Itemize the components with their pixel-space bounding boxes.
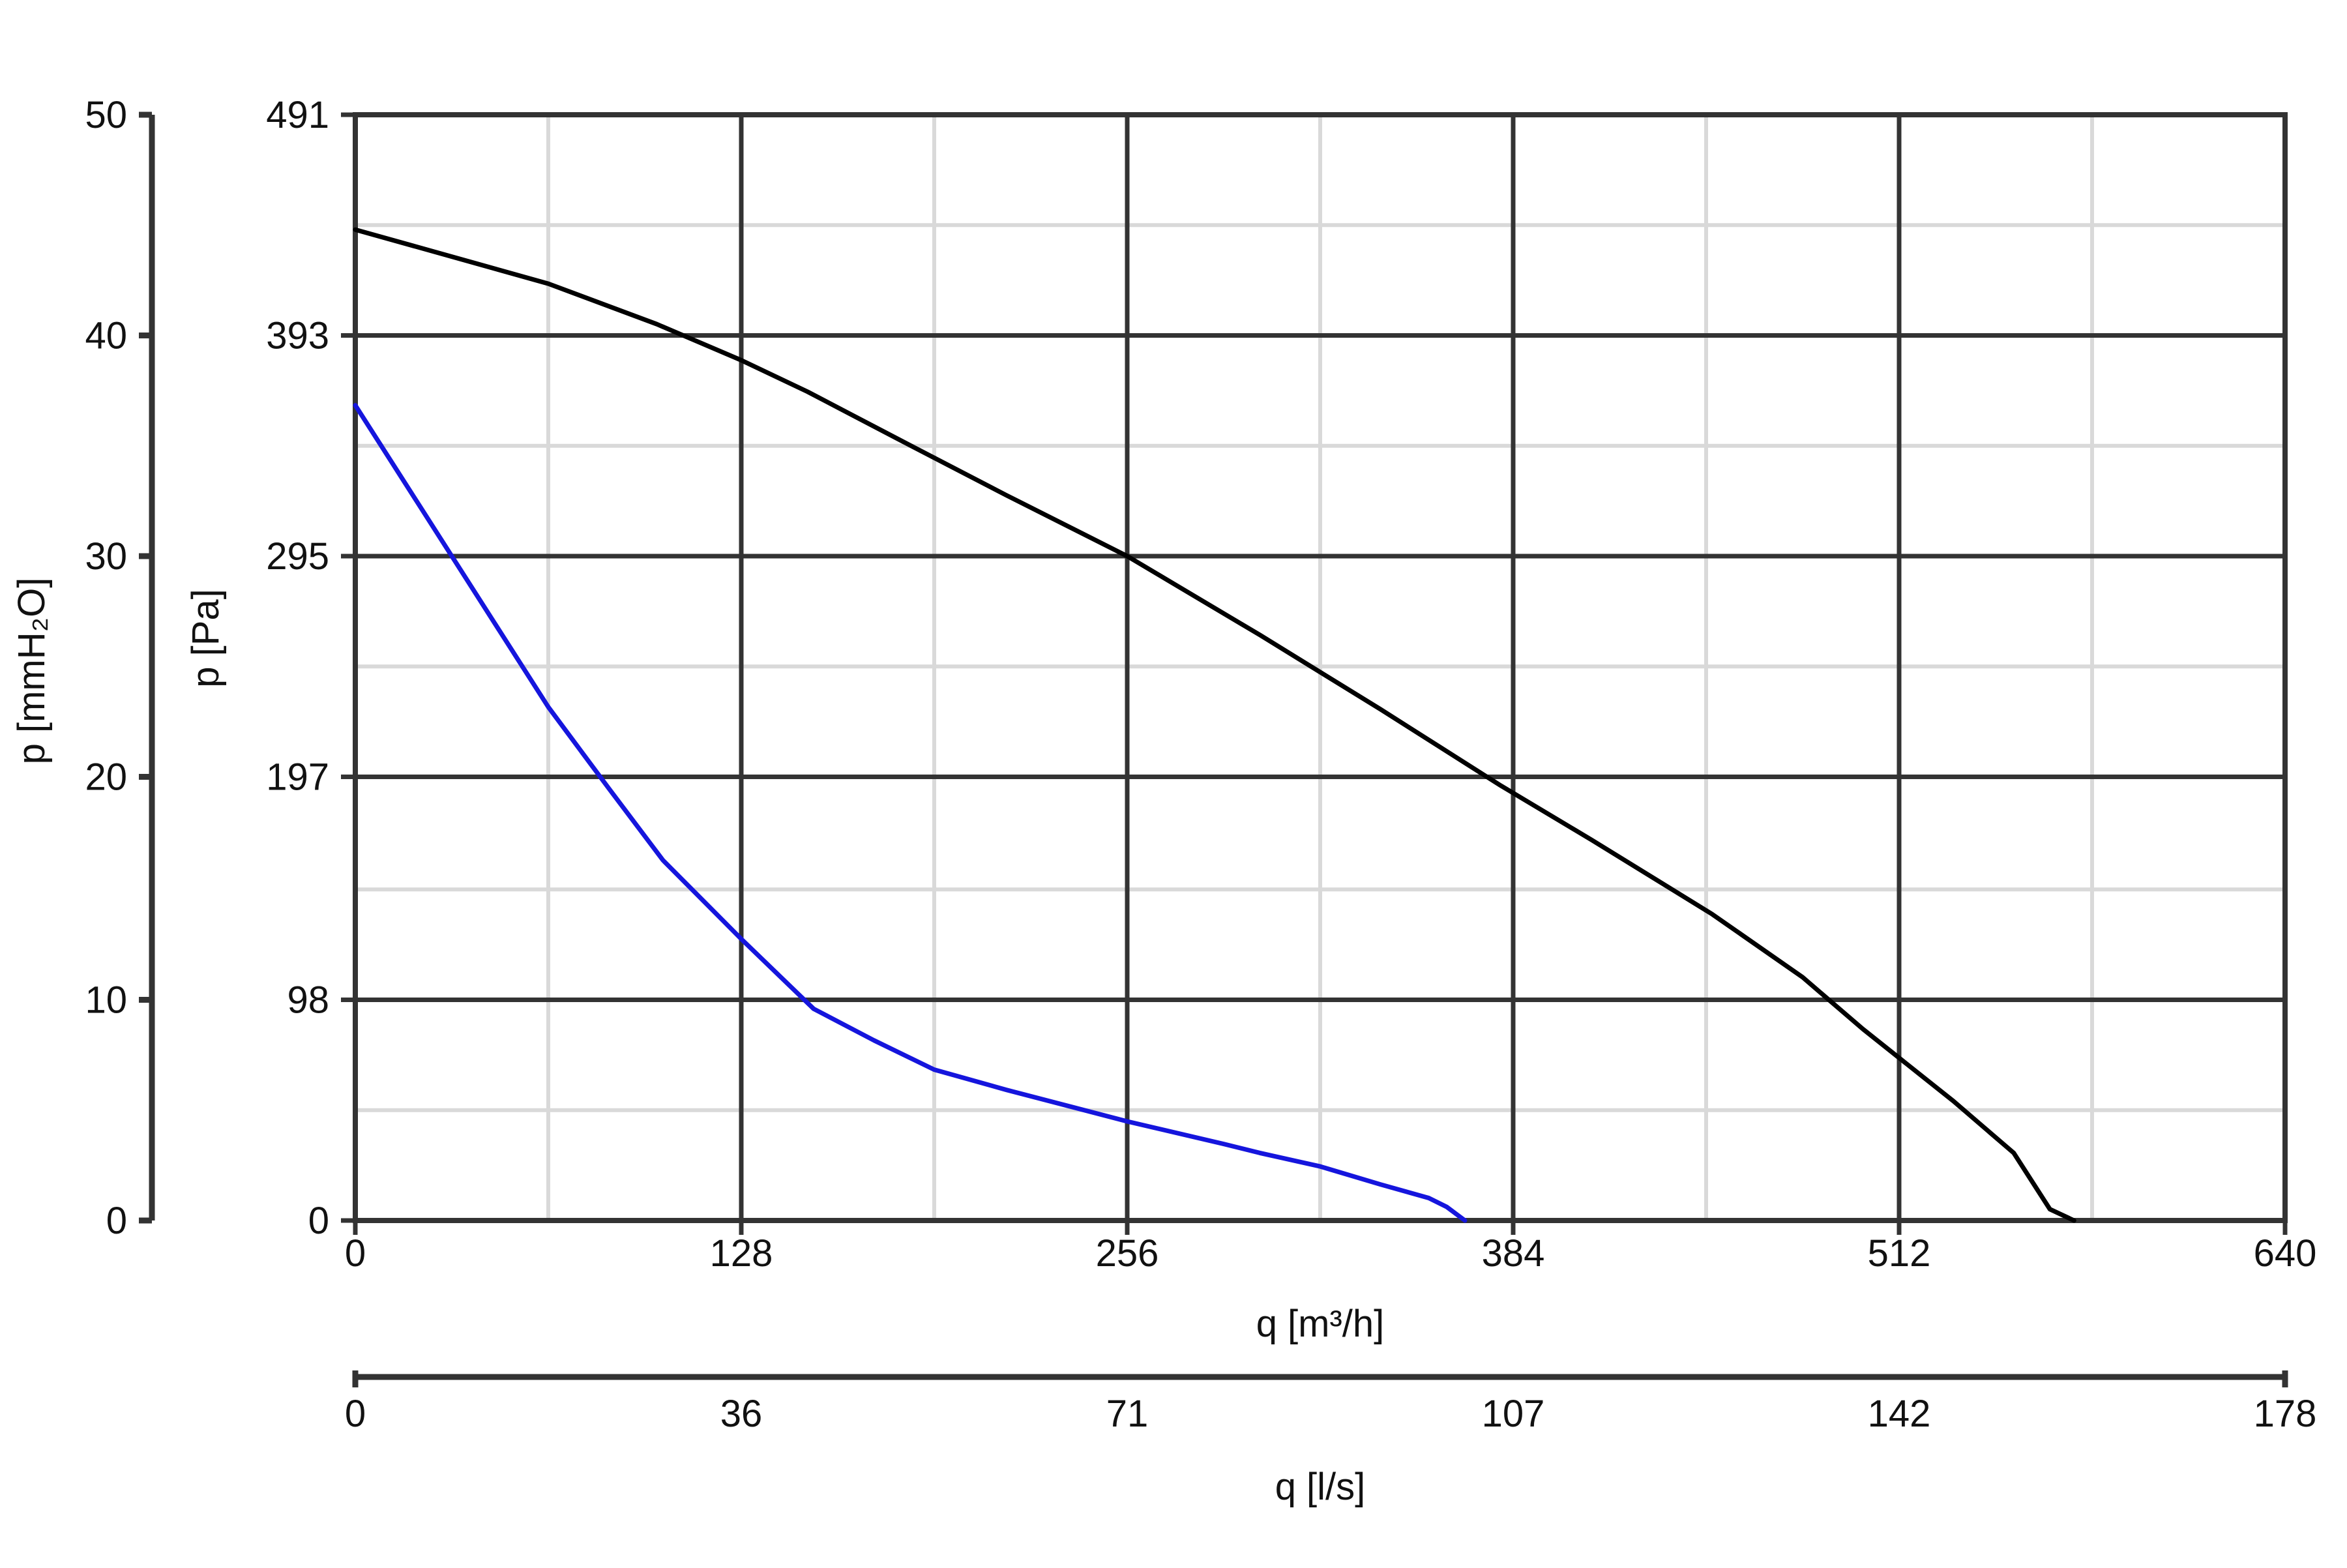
x-axis-title-m3h: q [m³/h] [1256,1303,1385,1345]
x-tick-label-ls-5: 178 [2254,1393,2317,1435]
x-tick-label-ls-4: 142 [1868,1393,1931,1435]
x-tick-label-m3h-4: 512 [1868,1232,1931,1275]
y-tick-label-pa-1: 98 [287,979,329,1021]
x-tick-label-m3h-2: 256 [1096,1232,1159,1275]
left-axis-mmh2o [139,111,155,1224]
bottom-axis-ls [352,1370,2288,1387]
y-tick-label-pa-0: 0 [308,1200,329,1242]
y-tick-label-pa-4: 393 [266,315,329,357]
x-tick-label-ls-1: 36 [720,1393,763,1435]
x-tick-label-m3h-3: 384 [1482,1232,1545,1275]
y-tick-label-pa-3: 295 [266,535,329,578]
series-line-1 [353,403,1468,1223]
x-tick-label-m3h-0: 0 [345,1232,366,1275]
y-tick-label-mmh2o-2: 20 [85,756,127,799]
y-axis-title-mmh2o: p [mmH₂O] [10,578,53,765]
x-tick-label-ls-3: 107 [1482,1393,1545,1435]
y-tick-label-mmh2o-1: 10 [85,979,127,1021]
x-tick-label-m3h-1: 128 [710,1232,773,1275]
y-tick-label-pa-2: 197 [266,756,329,799]
series-lines [353,227,2076,1223]
x-axis-title-ls: q [l/s] [1275,1466,1366,1508]
y-tick-label-pa-5: 491 [266,94,329,136]
plot-frame [353,112,2288,1223]
x-tick-label-ls-0: 0 [345,1393,366,1435]
y-tick-label-mmh2o-3: 30 [85,535,127,578]
major-gridlines [341,112,2288,1235]
y-tick-label-mmh2o-5: 50 [85,94,127,136]
y-tick-label-mmh2o-0: 0 [106,1200,127,1242]
minor-gridlines [355,115,2285,1220]
y-axis-title-pa: p [Pa] [185,589,227,688]
x-tick-label-m3h-5: 640 [2254,1232,2317,1275]
y-tick-label-mmh2o-4: 40 [85,315,127,357]
x-tick-label-ls-2: 71 [1106,1393,1149,1435]
tick-labels: 0098101972029530393404915000128362567138… [85,94,2316,1435]
series-line-0 [353,227,2076,1223]
